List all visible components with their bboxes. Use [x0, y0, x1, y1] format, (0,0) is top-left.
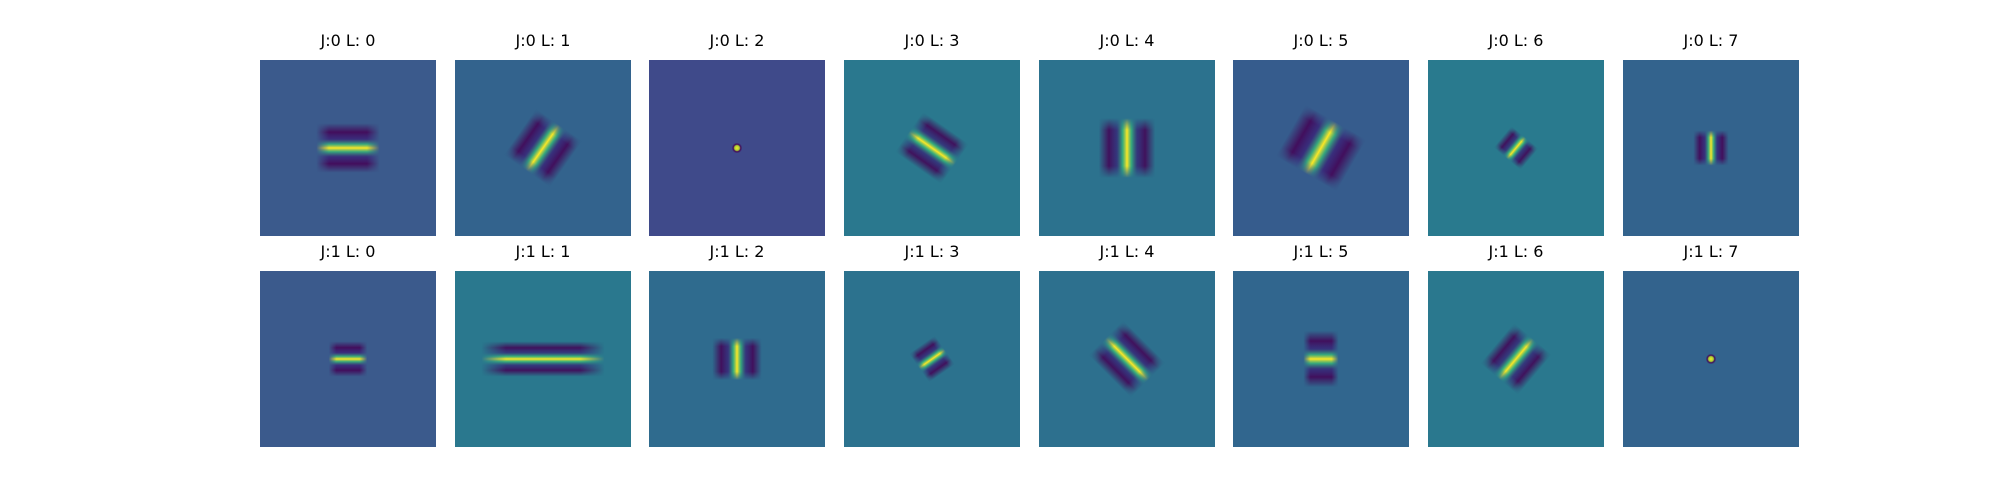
filter-panel: J:1 L: 3: [844, 242, 1020, 447]
filter-panel: J:0 L: 0: [260, 31, 436, 236]
filter-kernel-band: [894, 111, 970, 185]
panel-title: J:1 L: 5: [1293, 242, 1349, 261]
filter-panel: J:0 L: 5: [1233, 31, 1409, 236]
filter-panel: J:1 L: 7: [1623, 242, 1799, 447]
filter-kernel-band: [712, 337, 762, 381]
panel-title: J:1 L: 3: [904, 242, 960, 261]
panel-title: J:1 L: 1: [515, 242, 571, 261]
panel-title: J:0 L: 3: [904, 31, 960, 50]
filter-kernel-band: [1303, 330, 1339, 388]
panels-group: J:0 L: 0 J:0 L: 1 J:0 L: 2 J:0 L: 3 J:0 L: 4…: [260, 31, 1799, 447]
filter-kernel-band: [1088, 320, 1166, 398]
filter-panel: J:1 L: 0: [260, 242, 436, 447]
panel-title: J:0 L: 5: [1293, 31, 1349, 50]
filter-panel: J:0 L: 3: [844, 31, 1020, 236]
panel-title: J:1 L: 4: [1099, 242, 1155, 261]
panel-title: J:0 L: 0: [320, 31, 376, 50]
filter-kernel-dot: [1705, 353, 1717, 365]
filter-kernel-band: [1693, 130, 1729, 166]
panel-title: J:1 L: 7: [1683, 242, 1739, 261]
panel-title: J:0 L: 6: [1488, 31, 1544, 50]
panel-title: J:1 L: 0: [320, 242, 376, 261]
panel-title: J:0 L: 7: [1683, 31, 1739, 50]
filter-panel: J:0 L: 6: [1428, 31, 1604, 236]
filter-kernel-band: [503, 108, 583, 188]
panel-title: J:0 L: 1: [515, 31, 571, 50]
filter-kernel-band: [1275, 104, 1367, 192]
filter-kernel-band: [316, 123, 380, 173]
filter-panel: J:0 L: 2: [649, 31, 825, 236]
filter-panel: J:0 L: 1: [455, 31, 631, 236]
filter-kernel-dot: [731, 142, 743, 154]
filter-kernel-band: [328, 341, 368, 377]
filter-panel: J:1 L: 5: [1233, 242, 1409, 447]
filter-panel: J:0 L: 7: [1623, 31, 1799, 236]
filter-panel: J:1 L: 1: [455, 242, 631, 447]
filter-kernel-band: [1480, 322, 1552, 396]
panel-title: J:0 L: 2: [709, 31, 765, 50]
filter-panel: J:1 L: 6: [1428, 242, 1604, 447]
filter-kernel-band: [481, 341, 605, 377]
panel-title: J:0 L: 4: [1099, 31, 1155, 50]
filter-kernel-band: [1493, 125, 1539, 171]
filter-kernel-band: [1098, 118, 1156, 178]
panel-title: J:1 L: 6: [1488, 242, 1544, 261]
filter-panel: J:0 L: 4: [1039, 31, 1215, 236]
filter-panel: J:1 L: 2: [649, 242, 825, 447]
filter-kernel-band: [908, 335, 956, 383]
filter-panel: J:1 L: 4: [1039, 242, 1215, 447]
panel-title: J:1 L: 2: [709, 242, 765, 261]
